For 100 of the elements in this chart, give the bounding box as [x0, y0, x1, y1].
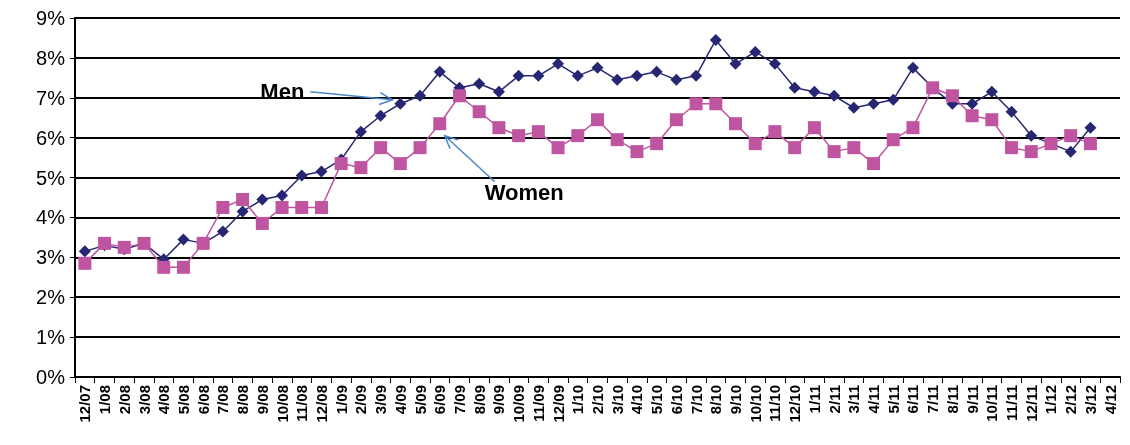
point — [887, 93, 900, 106]
point — [413, 141, 427, 155]
point — [552, 57, 565, 70]
x-tick-label: 12/10 — [786, 385, 804, 423]
x-tick-label: 9/09 — [490, 385, 508, 415]
x-tick-label: 11/08 — [293, 385, 311, 422]
x-tick-label: 8/08 — [234, 385, 252, 415]
x-tick-label: 7/09 — [450, 385, 468, 415]
point — [611, 73, 624, 86]
point — [945, 89, 959, 103]
point — [591, 61, 604, 74]
x-tick-label: 4/09 — [391, 385, 409, 415]
point — [669, 113, 683, 127]
point — [768, 125, 782, 139]
point — [729, 57, 742, 70]
x-tick-label: 2/09 — [352, 385, 370, 415]
x-tick-label: 5/11 — [884, 385, 902, 414]
point — [314, 200, 328, 214]
x-tick-label: 2/12 — [1062, 385, 1080, 415]
y-tick-label: 3% — [36, 246, 66, 269]
point — [1005, 141, 1019, 155]
point — [512, 69, 525, 82]
x-tick-label: 3/08 — [135, 385, 153, 415]
x-tick-label: 10/09 — [510, 385, 528, 423]
point — [709, 97, 723, 111]
point — [414, 89, 427, 102]
point — [965, 109, 979, 123]
y-tick-label: 6% — [36, 126, 66, 149]
point — [610, 133, 624, 147]
x-tick-label: 11/11 — [1003, 385, 1021, 421]
point — [236, 205, 249, 218]
point — [966, 97, 979, 110]
point — [532, 69, 545, 82]
x-tick-label: 5/09 — [411, 385, 429, 415]
point — [394, 97, 407, 110]
point — [630, 69, 643, 82]
point — [985, 113, 999, 127]
point — [847, 141, 861, 155]
point — [354, 161, 368, 175]
point — [807, 121, 821, 135]
point — [1005, 105, 1018, 118]
point — [768, 57, 781, 70]
x-tick-label: 8/10 — [707, 385, 725, 415]
x-tick-label: 2/08 — [115, 385, 133, 415]
point — [827, 145, 841, 159]
y-tick-label: 2% — [36, 286, 66, 309]
point — [256, 193, 269, 206]
x-tick-label: 1/11 — [805, 385, 823, 414]
x-tick-label: 4/12 — [1101, 385, 1119, 415]
point — [433, 65, 446, 78]
x-tick-label: 1/12 — [1042, 385, 1060, 415]
point — [788, 81, 801, 94]
point — [1064, 145, 1077, 158]
point — [216, 200, 230, 214]
point — [788, 141, 802, 155]
point — [393, 157, 407, 171]
x-tick-label: 11/10 — [766, 385, 784, 422]
point — [808, 85, 821, 98]
y-tick-label: 4% — [36, 206, 66, 229]
x-tick-label: 9/10 — [727, 385, 745, 415]
x-tick-label: 7/08 — [214, 385, 232, 415]
x-tick-label: 4/08 — [155, 385, 173, 415]
x-tick-label: 2/11 — [825, 385, 843, 414]
x-tick-label: 12/11 — [1022, 385, 1040, 422]
x-tick-label: 6/09 — [431, 385, 449, 415]
y-tick-label: 5% — [36, 166, 66, 189]
point — [295, 200, 309, 214]
point — [709, 33, 722, 46]
point — [472, 105, 486, 119]
point — [867, 157, 881, 171]
point — [255, 216, 269, 230]
x-tick-label: 8/11 — [943, 385, 961, 414]
point — [236, 192, 250, 206]
x-tick-label: 6/11 — [904, 385, 922, 414]
point — [176, 260, 190, 274]
point — [78, 256, 92, 270]
point — [1025, 129, 1038, 142]
x-tick-label: 6/10 — [667, 385, 685, 415]
point — [275, 200, 289, 214]
x-tick-label: 12/07 — [76, 385, 94, 423]
point — [157, 260, 171, 274]
point — [452, 89, 466, 103]
point — [354, 125, 367, 138]
point — [216, 225, 229, 238]
x-tick-label: 6/08 — [194, 385, 212, 415]
point — [295, 169, 308, 182]
x-tick-label: 5/10 — [648, 385, 666, 415]
point — [492, 85, 505, 98]
x-tick-label: 2/10 — [589, 385, 606, 415]
x-tick-label: 10/10 — [746, 385, 764, 423]
point — [650, 137, 664, 151]
x-tick-label: 10/08 — [273, 385, 291, 423]
point — [1084, 121, 1097, 134]
point — [334, 157, 348, 171]
point — [492, 121, 506, 135]
x-tick-label: 3/12 — [1081, 385, 1099, 415]
y-tick-label: 8% — [36, 46, 66, 69]
x-tick-label: 7/11 — [924, 385, 942, 414]
x-tick-label: 12/08 — [312, 385, 330, 423]
point — [512, 129, 526, 143]
